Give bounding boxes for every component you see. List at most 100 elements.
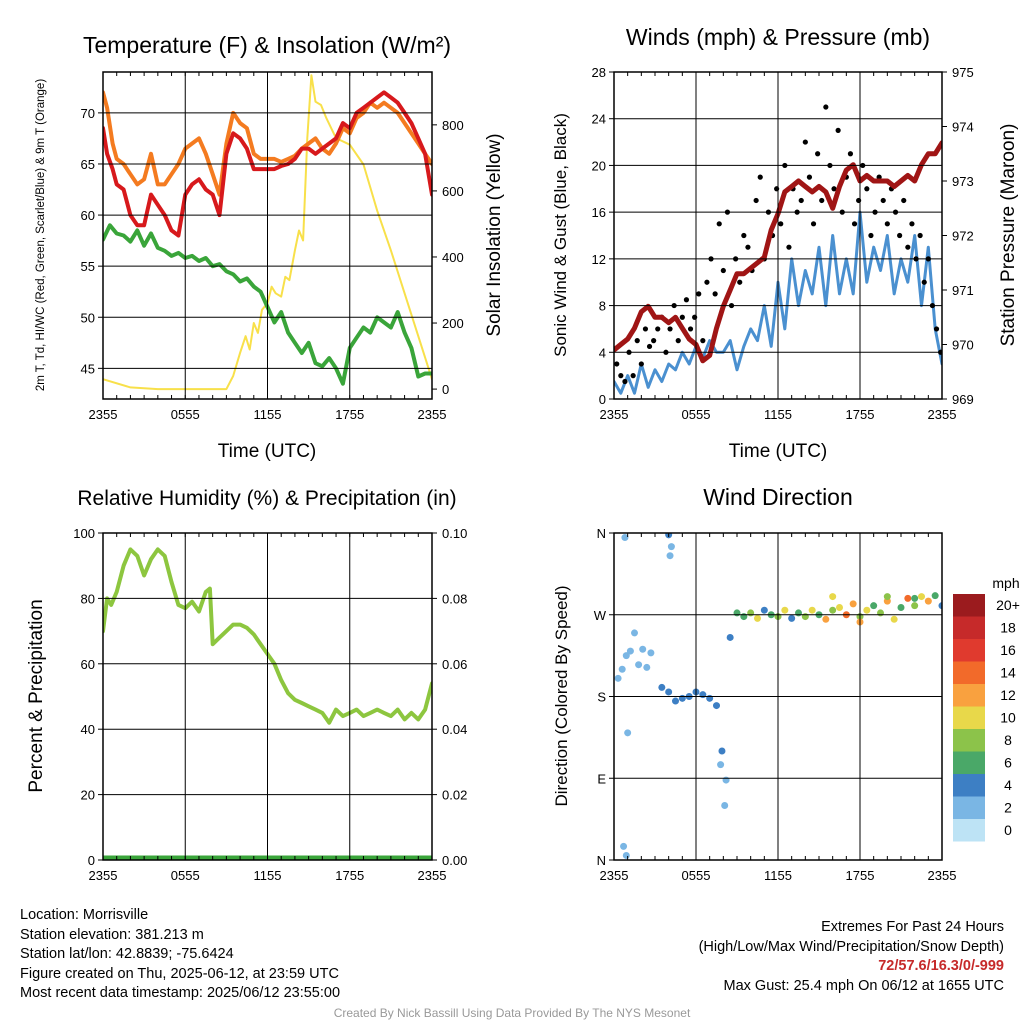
x-tick-label: 1155 [254, 407, 282, 422]
speed-legend: mph 20+ 18 16 14 12 10 8 6 4 2 0 [953, 575, 1020, 842]
legend-label: 20+ [996, 597, 1020, 613]
direction-point [726, 633, 734, 641]
direction-point [665, 688, 673, 696]
direction-point [883, 593, 891, 601]
gust-point [868, 232, 874, 239]
xlabel-wind: Time (UTC) [729, 441, 828, 462]
x-tick-label: 2355 [418, 407, 447, 422]
x-tick-label: 1155 [764, 407, 792, 422]
direction-point [870, 602, 878, 610]
legend-label: 6 [1004, 755, 1012, 771]
y-tick-label: 16 [592, 205, 606, 220]
y-right-tick-label: 973 [952, 174, 974, 189]
location-text: Location: Morrisville [20, 907, 149, 923]
wind-chart: 2355 0555 1155 1755 235504812162024289699709… [592, 65, 974, 422]
series-line-2 [103, 90, 432, 197]
x-tick-label: 2355 [89, 868, 118, 883]
plot-frame [102, 71, 433, 400]
y-tick-label: 50 [81, 310, 95, 325]
gust-point [696, 291, 702, 297]
gust-point [897, 232, 903, 239]
x-tick-label: 2355 [928, 868, 957, 883]
rh-chart: 2355 0555 1155 1755 23550204060801000.000.02… [73, 526, 467, 883]
credit-text: Created By Nick Bassill Using Data Provi… [333, 1006, 691, 1020]
direction-point [614, 674, 622, 682]
gust-point [675, 338, 681, 344]
direction-point [631, 629, 638, 637]
direction-point [622, 851, 630, 859]
legend-swatch [953, 616, 985, 639]
temp-chart: 2355 0555 1155 1755 2355 45 50 55 60 65 70 0 200 400 6… [81, 71, 464, 422]
direction-point [718, 747, 726, 755]
y-right-tick-label: 970 [952, 338, 974, 353]
y-right-tick-label: 0.00 [442, 853, 467, 868]
extremes-title: Extremes For Past 24 Hours [821, 919, 1004, 935]
direction-point [890, 615, 898, 623]
direction-point [829, 606, 837, 614]
gust-point [646, 343, 653, 350]
x-tick-label: 1755 [846, 407, 875, 422]
gust-point [909, 221, 915, 227]
y-tick-label: S [597, 690, 606, 705]
direction-point [754, 614, 761, 622]
x-tick-label: 2355 [600, 407, 629, 422]
direction-point [658, 683, 666, 691]
x-tick-label: 1155 [764, 868, 792, 883]
gust-point [798, 197, 804, 204]
gust-point [683, 297, 690, 303]
ylabel-right-temp: Solar Insolation (Yellow) [484, 133, 505, 336]
y-tick-label: 4 [599, 345, 606, 360]
gust-point [622, 378, 628, 385]
gust-point [687, 326, 694, 332]
legend-swatch [953, 684, 985, 707]
direction-point [911, 602, 919, 610]
gust-point [880, 197, 886, 204]
chart-title-dir: Wind Direction [703, 484, 853, 510]
legend-swatch [953, 706, 985, 729]
direction-point [801, 613, 809, 621]
y-right-tick-label: 800 [442, 118, 464, 133]
legend-swatch [953, 819, 985, 842]
legend-label: 18 [1000, 620, 1016, 636]
gust-point [819, 197, 825, 204]
direction-point [747, 609, 755, 617]
gust-point [679, 314, 685, 320]
station-info: Location: Morrisville Station elevation:… [20, 906, 340, 1004]
x-tick-label: 1155 [254, 868, 282, 883]
chart-title-rh: Relative Humidity (%) & Precipitation (i… [77, 487, 456, 510]
y-tick-label: 20 [592, 158, 606, 173]
y-right-tick-label: 969 [952, 392, 974, 407]
plot-area [614, 104, 942, 395]
direction-point [666, 552, 674, 560]
gust-point [757, 174, 763, 180]
chart-title-wind: Winds (mph) & Pressure (mb) [626, 24, 930, 50]
gust-point [630, 373, 636, 379]
gust-point [745, 244, 751, 250]
gust-point [753, 197, 759, 204]
legend-swatch [953, 751, 985, 774]
max-gust-text: Max Gust: 25.4 mph On 06/12 at 1655 UTC [723, 977, 1004, 994]
direction-point [721, 802, 729, 809]
legend-label: 4 [1004, 777, 1012, 793]
direction-point [621, 534, 629, 542]
y-right-tick-label: 975 [952, 65, 974, 80]
legend-label: 12 [1000, 687, 1016, 703]
y-right-tick-label: 200 [442, 316, 464, 331]
y-right-tick-label: 0.04 [442, 722, 467, 737]
ylabel-right-wind: Station Pressure (Maroon) [998, 124, 1019, 347]
y-tick-label: 8 [599, 299, 606, 314]
y-tick-label: 45 [81, 361, 95, 376]
gust-point [704, 279, 710, 285]
direction-point [829, 593, 837, 601]
gust-point [831, 186, 837, 192]
gust-point [618, 373, 624, 379]
gust-point [901, 197, 907, 204]
y-right-tick-label: 0.02 [442, 788, 467, 803]
x-tick-label: 1755 [846, 868, 875, 883]
legend-label: 10 [1000, 710, 1016, 726]
gust-point [712, 291, 718, 297]
elevation-text: Station elevation: 381.213 m [20, 926, 204, 943]
gust-point [823, 104, 829, 110]
y-tick-label: 70 [81, 106, 95, 121]
plot-frame [613, 532, 943, 861]
